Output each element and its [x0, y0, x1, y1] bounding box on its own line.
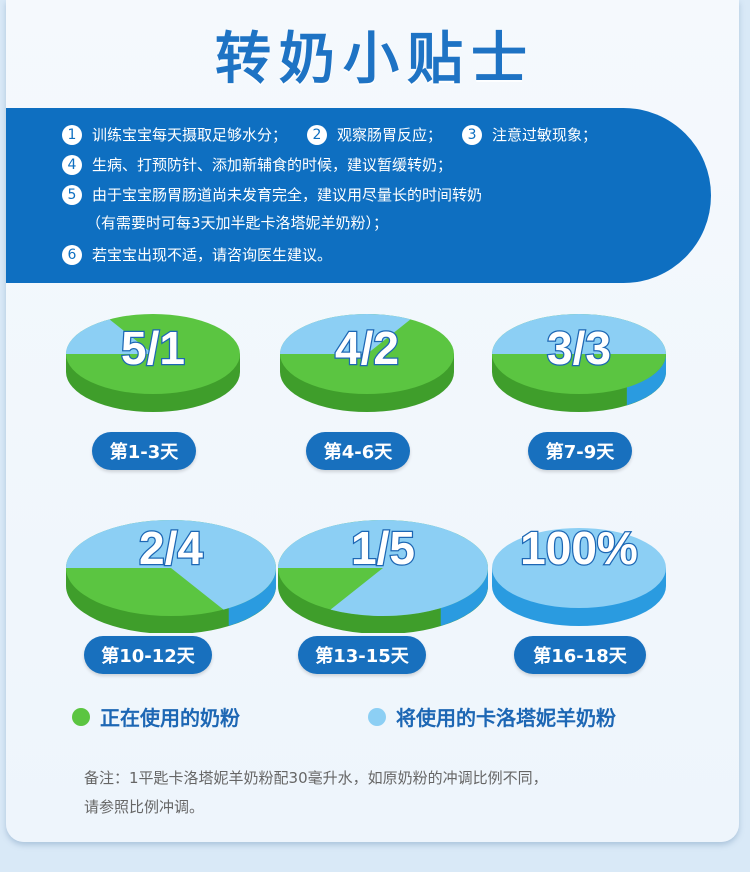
tips-banner: 1 训练宝宝每天摄取足够水分； 2 观察肠胃反应； 3 注意过敏现象； 4 生病… — [6, 108, 711, 283]
footnote-line-1: 备注：1平匙卡洛塔妮羊奶粉配30毫升水，如原奶粉的冲调比例不同， — [84, 769, 548, 787]
pie-chart-stage-3: 3/3 — [492, 314, 666, 412]
legend-current: 正在使用的奶粉 — [72, 702, 240, 731]
pie-ratio-label: 2/4 — [139, 522, 203, 574]
stage-period-label: 第13-15天 — [298, 636, 426, 674]
tips-row-2: 4 生病、打预防针、添加新辅食的时候，建议暂缓转奶； — [62, 154, 452, 175]
tip-text: 若宝宝出现不适，请咨询医生建议。 — [92, 246, 333, 264]
pie-ratio-label: 3/3 — [547, 322, 611, 374]
stage-period-label: 第4-6天 — [306, 432, 410, 470]
pie-ratio-label: 100% — [520, 522, 638, 574]
legend-current-label: 正在使用的奶粉 — [100, 706, 240, 730]
tips-row-3: 5 由于宝宝肠胃肠道尚未发育完全，建议用尽量长的时间转奶 — [62, 184, 482, 205]
pie-slice-new — [66, 520, 276, 610]
stage-period-label: 第16-18天 — [514, 636, 646, 674]
pie-depth-new — [440, 568, 488, 626]
stage-period-label: 第1-3天 — [92, 432, 196, 470]
tip-number: 5 — [62, 184, 82, 205]
legend-new-label: 将使用的卡洛塔妮羊奶粉 — [396, 706, 616, 730]
pie-slice-new — [280, 314, 411, 354]
pie-ratio-label: 1/5 — [351, 522, 415, 574]
pie-depth-new — [228, 568, 276, 626]
tip-number: 6 — [62, 244, 82, 265]
tip-number: 4 — [62, 154, 82, 175]
tip-text: 观察肠胃反应； — [337, 126, 443, 144]
legend-green-dot — [72, 707, 90, 726]
tip-text: （有需要时可每3天加半匙卡洛塔妮羊奶粉）； — [86, 214, 389, 232]
pie-ratio-label: 4/2 — [335, 322, 399, 374]
tips-row-4: （有需要时可每3天加半匙卡洛塔妮羊奶粉）； — [86, 212, 388, 233]
pie-slice-new — [492, 314, 666, 354]
pie-slice-new — [66, 319, 153, 354]
pie-chart-stage-1: 5/1 — [66, 314, 240, 412]
pie-chart-stage-6: 100% — [492, 521, 666, 626]
pie-ratio-label: 5/1 — [121, 322, 185, 374]
tip-text: 注意过敏现象； — [492, 126, 598, 144]
page-title: 转奶小贴士 — [215, 27, 535, 92]
tip-number: 2 — [307, 124, 328, 145]
tip-text: 生病、打预防针、添加新辅食的时候，建议暂缓转奶； — [92, 156, 453, 174]
pie-depth-new — [626, 354, 666, 406]
legend-new: 将使用的卡洛塔妮羊奶粉 — [368, 702, 616, 731]
legend-blue-dot — [368, 707, 386, 726]
stage-period-label: 第7-9天 — [528, 432, 632, 470]
footnote-line-2: 请参照比例冲调。 — [84, 798, 205, 816]
tips-row-1: 1 训练宝宝每天摄取足够水分； 2 观察肠胃反应； 3 注意过敏现象； — [62, 124, 597, 145]
pie-slice-current — [492, 528, 666, 608]
tips-row-5: 6 若宝宝出现不适，请咨询医生建议。 — [62, 244, 332, 265]
pie-slice-new — [278, 520, 488, 616]
stage-period-label: 第10-12天 — [84, 636, 212, 674]
pie-chart-stage-2: 4/2 — [280, 314, 454, 412]
tip-text: 训练宝宝每天摄取足够水分； — [92, 126, 288, 144]
tip-text: 由于宝宝肠胃肠道尚未发育完全，建议用尽量长的时间转奶 — [92, 186, 483, 204]
tip-number: 1 — [62, 124, 82, 145]
tip-number: 3 — [462, 124, 483, 145]
pie-chart-stage-5: 1/5 — [278, 520, 488, 633]
pie-chart-stage-4: 2/4 — [66, 520, 276, 633]
footnote: 备注：1平匙卡洛塔妮羊奶粉配30毫升水，如原奶粉的冲调比例不同， 请参照比例冲调… — [84, 764, 684, 822]
